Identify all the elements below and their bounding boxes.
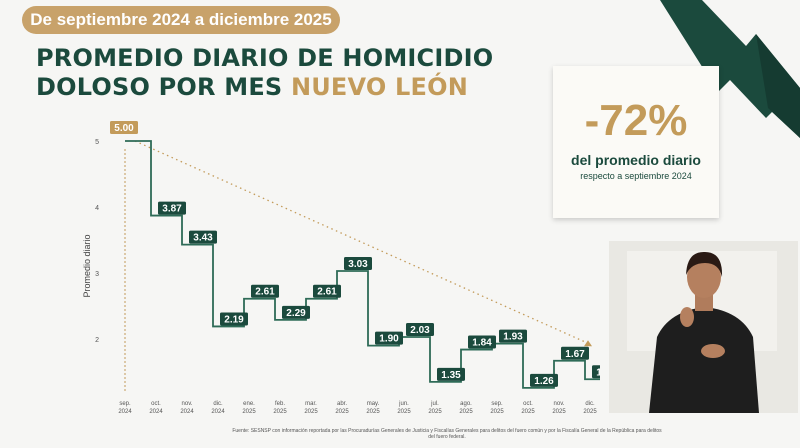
x-tick-label-year: 2025 xyxy=(242,409,256,415)
title-line-2: DOLOSO POR MES xyxy=(36,73,291,101)
x-tick-label-year: 2025 xyxy=(397,409,411,415)
sign-language-interpreter-video xyxy=(609,241,798,413)
x-tick-label-month: jul. xyxy=(430,401,439,407)
source-note: Fuente: SESNSP con información reportada… xyxy=(232,428,662,440)
x-tick-label-year: 2025 xyxy=(335,409,349,415)
data-label: 5.00 xyxy=(114,123,134,134)
data-label-box xyxy=(561,346,589,360)
data-label: 2.19 xyxy=(224,314,244,325)
data-label: 2.29 xyxy=(286,308,306,319)
data-label: 1.26 xyxy=(534,376,554,387)
x-tick-label-year: 2024 xyxy=(180,409,194,415)
data-label: 2.61 xyxy=(255,287,275,298)
page-title: PROMEDIO DIARIO DE HOMICIDIO DOLOSO POR … xyxy=(36,44,493,102)
data-label: 1.39 xyxy=(596,367,600,378)
data-label-box xyxy=(468,335,496,349)
data-label-box xyxy=(437,367,465,381)
data-label-box xyxy=(189,230,217,244)
x-tick-label-year: 2024 xyxy=(149,409,163,415)
data-label-box xyxy=(158,201,186,215)
y-tick-label: 4 xyxy=(95,205,99,212)
reduction-callout: -72% del promedio diario respecto a sept… xyxy=(553,66,719,218)
x-tick-label-month: feb. xyxy=(275,401,285,407)
data-label: 1.67 xyxy=(565,349,585,360)
data-label: 1.90 xyxy=(379,334,399,345)
x-tick-label-year: 2025 xyxy=(552,409,566,415)
down-trend-arrow-icon xyxy=(660,0,800,138)
data-label-box xyxy=(110,121,138,134)
x-tick-label-month: dic. xyxy=(213,401,223,407)
data-label-box xyxy=(530,373,558,387)
x-tick-label-year: 2025 xyxy=(304,409,318,415)
x-tick-label-month: ene. xyxy=(243,401,255,407)
x-tick-label-year: 2025 xyxy=(490,409,504,415)
x-tick-label-month: jun. xyxy=(398,401,409,407)
data-label-box xyxy=(282,305,310,319)
x-tick-label-year: 2025 xyxy=(366,409,380,415)
x-tick-label-month: dic. xyxy=(585,401,595,407)
data-label-box xyxy=(220,312,248,326)
title-line-1: PROMEDIO DIARIO DE HOMICIDIO xyxy=(36,44,494,72)
x-tick-label-month: oct. xyxy=(151,401,161,407)
data-label-box xyxy=(406,323,434,337)
period-badge: De septiembre 2024 a diciembre 2025 xyxy=(22,6,340,34)
x-tick-label-year: 2025 xyxy=(583,409,597,415)
data-label: 2.03 xyxy=(410,325,430,336)
data-label-box xyxy=(344,257,372,271)
data-label: 3.43 xyxy=(193,233,213,244)
data-label-box xyxy=(313,284,341,298)
x-tick-label-month: oct. xyxy=(523,401,533,407)
reduction-percent: -72% xyxy=(584,96,688,145)
title-state: NUEVO LEÓN xyxy=(290,73,469,101)
y-axis-title: Promedio diario xyxy=(82,234,92,297)
x-tick-label-month: nov. xyxy=(182,401,193,407)
y-tick-label: 5 xyxy=(95,139,99,146)
x-tick-label-year: 2025 xyxy=(521,409,535,415)
data-label: 3.03 xyxy=(348,259,368,270)
trend-arrow-icon xyxy=(584,340,592,347)
data-label: 1.35 xyxy=(441,370,461,381)
x-tick-label-year: 2025 xyxy=(428,409,442,415)
x-tick-label-year: 2024 xyxy=(118,409,132,415)
x-tick-label-month: mar. xyxy=(305,401,317,407)
data-label-box xyxy=(375,331,403,345)
data-label: 1.93 xyxy=(503,332,523,343)
x-tick-label-month: abr. xyxy=(337,401,347,407)
x-tick-label-month: nov. xyxy=(554,401,565,407)
homicide-chart: Promedio diario 2 3 4 5 5.00 3.87 3.43 2.19 2.61 2… xyxy=(82,121,600,415)
data-series-line xyxy=(125,140,600,389)
reduction-caption: del promedio diario xyxy=(571,152,701,168)
data-label-box xyxy=(592,365,600,379)
x-tick-label-month: sep. xyxy=(119,401,131,407)
x-tick-label-month: may. xyxy=(367,401,380,407)
x-tick-label-year: 2024 xyxy=(211,409,225,415)
x-tick-label-year: 2025 xyxy=(459,409,473,415)
y-tick-label: 3 xyxy=(95,271,99,278)
interpreter-figure xyxy=(609,241,798,413)
data-label: 2.61 xyxy=(317,287,337,298)
x-tick-label-month: sep. xyxy=(491,401,503,407)
data-label: 1.84 xyxy=(472,338,492,349)
reduction-reference: respecto a septiembre 2024 xyxy=(580,171,692,181)
y-tick-label: 2 xyxy=(95,337,99,344)
data-label-box xyxy=(251,284,279,298)
data-label-box xyxy=(499,329,527,343)
x-tick-label-month: ago. xyxy=(460,401,472,407)
x-tick-label-year: 2025 xyxy=(273,409,287,415)
data-label: 3.87 xyxy=(162,204,182,215)
